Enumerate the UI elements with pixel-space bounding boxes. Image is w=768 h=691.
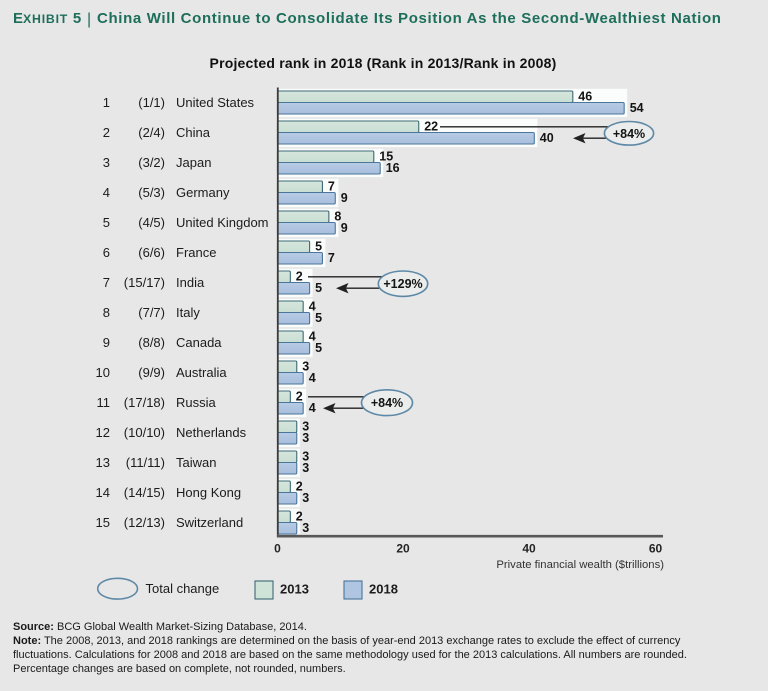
svg-text:(8/8): (8/8): [138, 335, 165, 350]
svg-text:United States: United States: [176, 95, 255, 110]
svg-text:2: 2: [296, 510, 303, 524]
svg-text:40: 40: [522, 542, 536, 556]
svg-text:5: 5: [315, 240, 322, 254]
svg-text:4: 4: [309, 371, 316, 385]
svg-text:(10/10): (10/10): [124, 425, 165, 440]
svg-text:(11/11): (11/11): [126, 455, 165, 470]
svg-text:Japan: Japan: [176, 155, 211, 170]
svg-text:(5/3): (5/3): [138, 185, 165, 200]
svg-text:3: 3: [302, 420, 309, 434]
svg-text:3: 3: [302, 491, 309, 505]
svg-text:5: 5: [103, 215, 110, 230]
svg-text:Private financial wealth ($tri: Private financial wealth ($trillions): [496, 559, 664, 571]
svg-text:13: 13: [96, 455, 110, 470]
svg-text:Note: The 2008, 2013, and 2018: Note: The 2008, 2013, and 2018 rankings …: [13, 635, 681, 647]
svg-text:fluctuations. Calculations for: fluctuations. Calculations for 2008 and …: [13, 649, 687, 661]
svg-text:Italy: Italy: [176, 305, 200, 320]
svg-text:(17/18): (17/18): [124, 395, 165, 410]
svg-text:(14/15): (14/15): [124, 485, 165, 500]
svg-text:Source: BCG Global Wealth Mark: Source: BCG Global Wealth Market-Sizing …: [13, 621, 307, 633]
svg-text:9: 9: [103, 335, 110, 350]
svg-text:6: 6: [103, 245, 110, 260]
svg-text:(6/6): (6/6): [138, 245, 165, 260]
svg-text:Germany: Germany: [176, 185, 230, 200]
svg-text:+84%: +84%: [371, 396, 403, 410]
svg-text:(3/2): (3/2): [138, 155, 165, 170]
svg-text:12: 12: [96, 425, 110, 440]
svg-text:3: 3: [103, 155, 110, 170]
svg-text:3: 3: [302, 360, 309, 374]
svg-text:60: 60: [649, 542, 663, 556]
svg-text:4: 4: [309, 330, 316, 344]
svg-text:2: 2: [296, 480, 303, 494]
svg-text:China Will Continue to Consoli: China Will Continue to Consolidate Its P…: [97, 10, 722, 27]
svg-text:2: 2: [103, 125, 110, 140]
svg-text:France: France: [176, 245, 216, 260]
svg-text:4: 4: [103, 185, 110, 200]
svg-text:9: 9: [341, 221, 348, 235]
svg-text:7: 7: [328, 180, 335, 194]
svg-text:Australia: Australia: [176, 365, 227, 380]
svg-text:54: 54: [630, 101, 644, 115]
svg-text:Russia: Russia: [176, 395, 217, 410]
svg-text:7: 7: [103, 275, 110, 290]
svg-text:22: 22: [424, 120, 438, 134]
svg-text:Canada: Canada: [176, 335, 222, 350]
svg-text:+129%: +129%: [383, 277, 422, 291]
svg-text:4: 4: [309, 401, 316, 415]
svg-text:16: 16: [386, 161, 400, 175]
svg-text:(15/17): (15/17): [124, 275, 165, 290]
svg-text:8: 8: [334, 210, 341, 224]
svg-text:5: 5: [315, 281, 322, 295]
svg-text:Hong Kong: Hong Kong: [176, 485, 241, 500]
svg-text:14: 14: [96, 485, 110, 500]
svg-text:1: 1: [103, 95, 110, 110]
svg-text:China: China: [176, 125, 211, 140]
svg-text:2013: 2013: [280, 582, 309, 597]
svg-text:20: 20: [396, 542, 410, 556]
svg-text:Taiwan: Taiwan: [176, 455, 216, 470]
svg-text:India: India: [176, 275, 205, 290]
svg-text:46: 46: [578, 90, 592, 104]
svg-text:0: 0: [274, 542, 281, 556]
svg-text:15: 15: [379, 150, 393, 164]
svg-text:40: 40: [540, 131, 554, 145]
svg-text:+84%: +84%: [613, 127, 645, 141]
svg-text:3: 3: [302, 521, 309, 535]
svg-text:|: |: [87, 11, 91, 28]
svg-text:5: 5: [315, 311, 322, 325]
svg-text:10: 10: [96, 365, 110, 380]
svg-text:EXHIBIT 5: EXHIBIT 5: [13, 10, 85, 27]
svg-text:9: 9: [341, 191, 348, 205]
svg-text:Projected rank in 2018 (Rank i: Projected rank in 2018 (Rank in 2013/Ran…: [210, 55, 557, 71]
svg-text:United Kingdom: United Kingdom: [176, 215, 269, 230]
svg-text:Switzerland: Switzerland: [176, 515, 243, 530]
svg-text:8: 8: [103, 305, 110, 320]
svg-text:(7/7): (7/7): [138, 305, 165, 320]
svg-text:(12/13): (12/13): [124, 515, 165, 530]
svg-text:15: 15: [96, 515, 110, 530]
svg-text:Total change: Total change: [146, 581, 220, 596]
svg-text:3: 3: [302, 461, 309, 475]
svg-text:3: 3: [302, 431, 309, 445]
svg-text:Netherlands: Netherlands: [176, 425, 247, 440]
svg-text:5: 5: [315, 341, 322, 355]
svg-text:(9/9): (9/9): [138, 365, 165, 380]
svg-text:7: 7: [328, 251, 335, 265]
svg-text:2: 2: [296, 390, 303, 404]
svg-text:11: 11: [97, 395, 111, 410]
svg-text:2: 2: [296, 270, 303, 284]
svg-text:4: 4: [309, 300, 316, 314]
svg-text:(1/1): (1/1): [138, 95, 165, 110]
svg-text:2018: 2018: [369, 582, 398, 597]
svg-text:(4/5): (4/5): [138, 215, 165, 230]
svg-text:(2/4): (2/4): [138, 125, 165, 140]
svg-text:Percentage changes are based o: Percentage changes are based on complete…: [13, 663, 346, 675]
svg-text:3: 3: [302, 450, 309, 464]
